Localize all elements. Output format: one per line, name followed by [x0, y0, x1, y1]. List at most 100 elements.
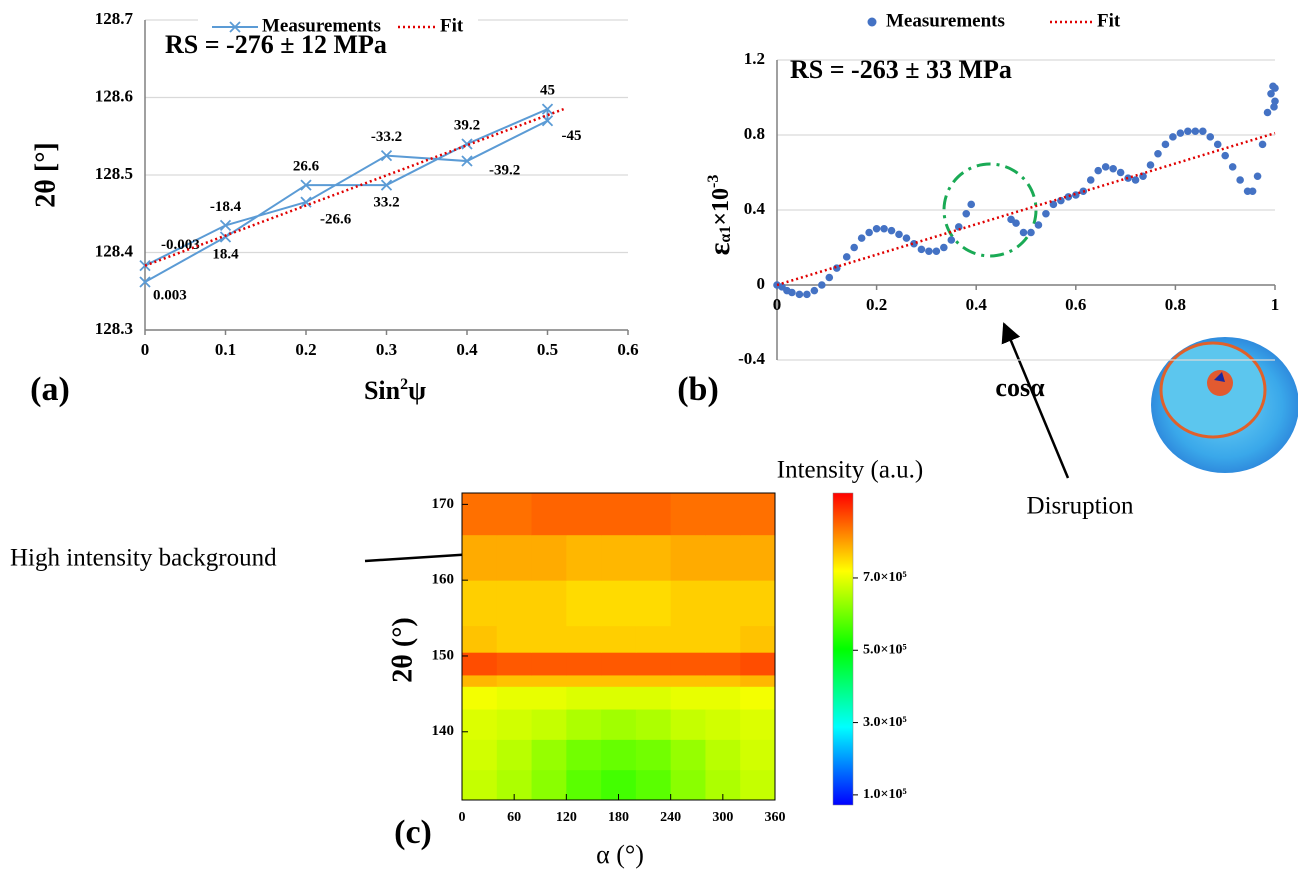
x-tick-label: 0.3 — [376, 340, 397, 359]
heat-cell — [740, 739, 775, 770]
data-line — [145, 109, 548, 282]
inset-image — [1151, 337, 1298, 473]
point-label: -26.6 — [320, 212, 352, 228]
heat-cell — [671, 626, 706, 653]
x-tick-label: 0.5 — [537, 340, 558, 359]
heat-cell — [462, 686, 497, 709]
heat-cell — [740, 686, 775, 709]
heat-cell — [636, 535, 671, 581]
heat-cell — [705, 739, 740, 770]
marker — [825, 274, 833, 282]
label-part: ε — [703, 242, 736, 255]
fit-line — [777, 133, 1275, 285]
heat-cell — [497, 580, 532, 626]
heat-cell — [566, 686, 601, 709]
panel-label: (c) — [394, 814, 432, 851]
colorbar-title: Intensity (a.u.) — [777, 457, 923, 484]
marker — [1169, 133, 1177, 141]
x-tick-label: 360 — [765, 810, 786, 825]
heat-cell — [532, 739, 567, 770]
heat-cell — [601, 686, 636, 709]
point-label: -45 — [562, 128, 582, 144]
marker — [925, 247, 933, 255]
heat-cell — [566, 626, 601, 653]
heat-cell — [671, 652, 706, 675]
heat-cell — [671, 675, 706, 687]
heat-cell — [462, 493, 497, 535]
marker — [933, 247, 941, 255]
heat-cell — [566, 652, 601, 675]
marker — [888, 227, 896, 235]
legend-swatch — [868, 18, 877, 27]
marker — [858, 234, 866, 242]
x-tick-label: 0.2 — [295, 340, 316, 359]
heat-cell — [740, 626, 775, 653]
marker — [895, 231, 903, 239]
heat-cell — [601, 535, 636, 581]
marker — [1117, 169, 1125, 177]
x-tick-label: 0 — [773, 295, 782, 314]
marker — [1184, 127, 1192, 135]
heat-cell — [705, 675, 740, 687]
heat-cell — [636, 675, 671, 687]
colorbar-tick-label: 1.0×10⁵ — [863, 787, 907, 802]
heat-cell — [671, 580, 706, 626]
heat-cell — [636, 709, 671, 740]
heat-cell — [497, 709, 532, 740]
y-tick-label: 128.6 — [95, 86, 133, 105]
x-tick-label: 60 — [507, 810, 521, 825]
heat-cell — [462, 770, 497, 801]
heat-cell — [566, 770, 601, 801]
y-tick-label: 128.3 — [95, 319, 133, 338]
marker — [850, 244, 858, 252]
heat-cell — [601, 493, 636, 535]
heat-cell — [740, 493, 775, 535]
heat-cell — [671, 739, 706, 770]
marker — [940, 244, 948, 252]
heat-cell — [532, 686, 567, 709]
x-axis-label: cosα — [995, 373, 1045, 402]
y-axis-label: 2θ (°) — [387, 617, 418, 682]
heat-cell — [532, 493, 567, 535]
heat-cell — [532, 580, 567, 626]
heat-cell — [601, 580, 636, 626]
marker — [1094, 167, 1102, 175]
heat-cell — [636, 580, 671, 626]
heat-cell — [601, 709, 636, 740]
marker — [1027, 229, 1035, 237]
heat-cell — [636, 686, 671, 709]
marker — [1109, 165, 1117, 173]
x-tick-label: 0.8 — [1165, 295, 1186, 314]
heat-cell — [671, 686, 706, 709]
label-part: ×10 — [708, 188, 734, 226]
heat-cell — [566, 580, 601, 626]
marker — [962, 210, 970, 218]
point-label: 18.4 — [212, 246, 239, 262]
heat-cell — [671, 493, 706, 535]
heat-cell — [497, 739, 532, 770]
heat-cell — [462, 535, 497, 581]
heat-cell — [532, 535, 567, 581]
heat-cell — [705, 652, 740, 675]
x-tick-label: 0 — [141, 340, 150, 359]
heat-cell — [497, 493, 532, 535]
marker — [903, 234, 911, 242]
x-tick-label: 300 — [712, 810, 733, 825]
legend-label: Measurements — [886, 10, 1005, 31]
point-label: -0.003 — [161, 237, 200, 253]
heat-cell — [462, 709, 497, 740]
heat-cell — [566, 535, 601, 581]
y-tick-label: 0.4 — [744, 199, 766, 218]
marker — [1162, 141, 1170, 149]
heat-cell — [566, 675, 601, 687]
marker — [818, 281, 826, 289]
heat-cell — [705, 535, 740, 581]
x-tick-label: 240 — [660, 810, 681, 825]
label-part: ψ — [408, 376, 426, 405]
heat-cell — [462, 739, 497, 770]
marker — [803, 291, 811, 299]
heat-cell — [705, 686, 740, 709]
heat-cell — [671, 535, 706, 581]
panel-label: (b) — [677, 371, 719, 408]
x-axis-label: α (°) — [596, 840, 644, 869]
